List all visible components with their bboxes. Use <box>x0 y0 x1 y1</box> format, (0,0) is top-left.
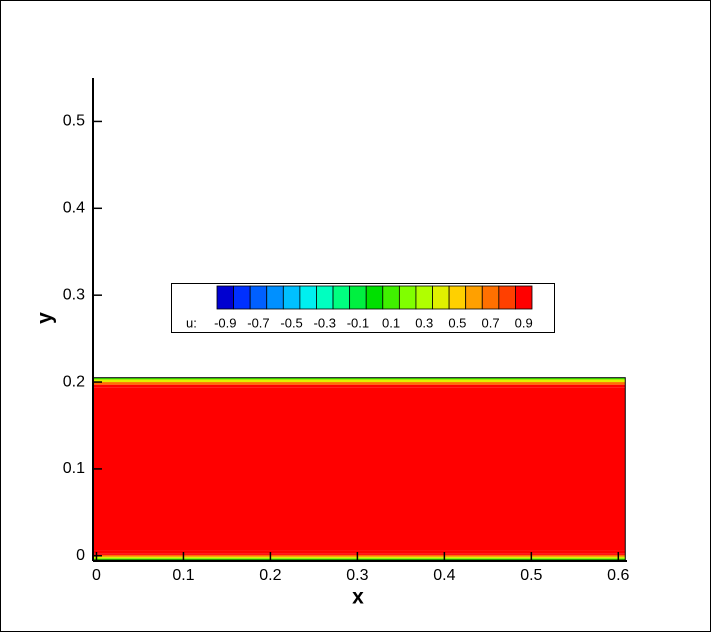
field <box>92 377 626 561</box>
legend-swatch <box>332 285 351 310</box>
legend-swatch <box>282 285 301 310</box>
x-tick-label: 0 <box>92 567 101 584</box>
legend-swatch <box>448 285 467 310</box>
legend-tick-label: -0.9 <box>214 315 236 330</box>
y-tick-label: 0.3 <box>63 286 85 303</box>
legend-swatch <box>415 285 433 310</box>
contour-band <box>93 554 626 557</box>
legend-swatch <box>465 285 483 310</box>
contour-band <box>93 556 626 559</box>
legend-swatch <box>365 285 384 310</box>
legend-tick-label: -0.3 <box>314 315 336 330</box>
x-tick-label: 0.1 <box>172 567 194 584</box>
legend-swatch <box>266 285 284 310</box>
legend-swatch <box>299 285 317 310</box>
legend-swatch <box>249 285 268 310</box>
legend-swatch <box>498 285 516 310</box>
legend-swatch <box>316 285 334 310</box>
contour-band <box>93 377 626 380</box>
legend-swatch <box>515 285 533 310</box>
legend-tick-label: 0.9 <box>515 315 533 330</box>
contour-band <box>93 558 626 561</box>
y-tick-label: 0.2 <box>63 373 85 390</box>
contour-band <box>93 553 626 555</box>
y-tick-label: 0.5 <box>63 113 85 130</box>
legend-swatch <box>382 285 400 310</box>
legend-swatch <box>432 285 450 310</box>
legend-swatch <box>398 285 417 310</box>
legend-tick-label: 0.7 <box>482 315 500 330</box>
x-tick-label: 0.2 <box>259 567 281 584</box>
legend-label: u: <box>186 315 197 330</box>
axes: 0 0.1 0.2 0.3 0.4 0.5 0.6 0 0.1 0.2 0.3 0.4 0.5 <box>63 78 630 584</box>
x-tick-label: 0.6 <box>607 567 629 584</box>
legend: u: -0.9 -0.7 -0.5 -0.3 -0.1 0.1 0.3 0.5 0.7 0.9 <box>171 283 555 333</box>
contour-band <box>93 550 626 554</box>
y-tick-label: 0.4 <box>63 200 85 217</box>
legend-swatch <box>233 285 251 310</box>
legend-swatch <box>481 285 500 310</box>
legend-swatch <box>216 285 234 310</box>
legend-tick-label: 0.1 <box>382 315 400 330</box>
x-tick-label: 0.3 <box>346 567 368 584</box>
legend-swatch <box>349 285 367 310</box>
x-tick-label: 0.5 <box>520 567 542 584</box>
legend-tick-label: 0.3 <box>415 315 433 330</box>
y-tick-label: 0 <box>76 547 85 564</box>
y-axis-title: y <box>34 312 57 324</box>
contour-band <box>93 387 626 551</box>
y-tick-label: 0.1 <box>63 460 85 477</box>
x-tick-label: 0.4 <box>433 567 455 584</box>
x-axis-title: x <box>352 586 364 609</box>
legend-tick-label: 0.5 <box>448 315 466 330</box>
contour-band <box>93 382 626 385</box>
legend-tick-label: -0.7 <box>247 315 269 330</box>
legend-tick-label: -0.1 <box>347 315 369 330</box>
contour-band <box>93 384 626 388</box>
contour-band <box>93 379 626 383</box>
legend-tick-label: -0.5 <box>280 315 302 330</box>
